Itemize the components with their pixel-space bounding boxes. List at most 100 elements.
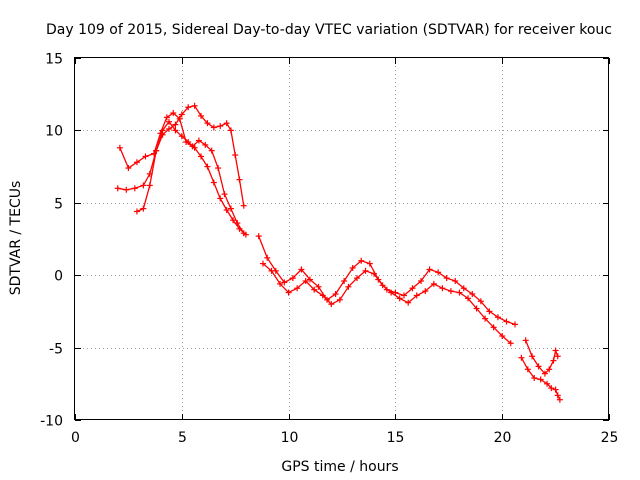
data-point (183, 138, 190, 145)
data-point (210, 124, 217, 131)
data-point (341, 277, 348, 284)
data-point (418, 277, 425, 284)
data-point (529, 353, 536, 360)
data-point (185, 104, 192, 111)
y-tick-label: 10 (45, 124, 63, 140)
data-point (223, 120, 230, 127)
data-point (215, 165, 222, 172)
data-point (405, 299, 412, 306)
data-point (189, 143, 196, 150)
data-point (159, 131, 166, 138)
y-axis-label: SDTVAR / TECUs (8, 181, 24, 296)
data-point (535, 363, 542, 370)
data-point (153, 147, 160, 154)
x-tick-label: 20 (494, 430, 512, 446)
data-point (230, 217, 237, 224)
data-point (289, 275, 296, 282)
data-point (447, 288, 454, 295)
data-point (332, 291, 339, 298)
y-tick-label: -10 (40, 414, 63, 430)
series-line (136, 105, 245, 213)
data-point (518, 354, 525, 361)
data-point (388, 289, 395, 296)
series-line (525, 340, 559, 375)
data-point (358, 257, 365, 264)
data-point (227, 127, 234, 134)
data-point (217, 123, 224, 130)
data-point (221, 191, 228, 198)
axis-ticks: 0 5 10 15 20 25 -10 -5 0 5 10 15 (40, 52, 618, 447)
data-point (268, 267, 275, 274)
x-tick-label: 10 (281, 430, 299, 446)
series-track-e (259, 260, 514, 347)
data-point (512, 321, 519, 328)
series-track-f (518, 354, 563, 403)
chart-title: Day 109 of 2015, Sidereal Day-to-day VTE… (46, 22, 612, 38)
data-point (465, 295, 472, 302)
data-point (259, 260, 266, 267)
data-point (524, 366, 531, 373)
data-point (362, 267, 369, 274)
series-line (262, 263, 512, 344)
data-point (236, 176, 243, 183)
data-point (473, 305, 480, 312)
data-point (349, 264, 356, 271)
series-track-d (255, 233, 519, 328)
data-point (202, 141, 209, 148)
data-points (114, 102, 563, 403)
data-point (336, 296, 343, 303)
data-point (552, 347, 559, 354)
data-point (499, 333, 506, 340)
grid (75, 58, 609, 420)
data-point (140, 205, 147, 212)
data-point (133, 159, 140, 166)
series-track-a (114, 118, 249, 238)
data-point (146, 182, 153, 189)
y-tick-label: 0 (54, 269, 63, 285)
data-point (223, 207, 230, 214)
data-point (198, 112, 205, 119)
data-point (302, 277, 309, 284)
y-tick-label: 15 (45, 52, 63, 68)
data-point (204, 120, 211, 127)
data-point (477, 298, 484, 305)
data-point (379, 282, 386, 289)
data-point (353, 275, 360, 282)
data-point (503, 318, 510, 325)
data-point (210, 179, 217, 186)
plot-frame (74, 57, 609, 420)
data-point (165, 118, 172, 125)
data-point (486, 308, 493, 315)
data-point (131, 185, 138, 192)
data-point (537, 376, 544, 383)
data-point (298, 266, 305, 273)
data-point (172, 127, 179, 134)
data-point (452, 277, 459, 284)
data-point (306, 276, 313, 283)
data-point (315, 283, 322, 290)
x-tick-label: 0 (71, 430, 80, 446)
data-point (204, 163, 211, 170)
data-point (133, 208, 140, 215)
data-point (240, 202, 247, 209)
data-point (198, 153, 205, 160)
x-axis-label: GPS time / hours (281, 459, 398, 475)
data-point (208, 147, 215, 154)
data-point (170, 110, 177, 117)
data-point (232, 152, 239, 159)
data-point (494, 314, 501, 321)
data-point (281, 279, 288, 286)
x-tick-label: 25 (601, 430, 619, 446)
data-point (469, 291, 476, 298)
data-point (178, 133, 185, 140)
data-point (345, 283, 352, 290)
data-point (400, 292, 407, 299)
data-point (426, 266, 433, 273)
data-point (531, 375, 538, 382)
data-point (554, 392, 561, 399)
data-point (439, 285, 446, 292)
data-point (277, 280, 284, 287)
data-point (556, 396, 563, 403)
data-point (264, 254, 271, 261)
